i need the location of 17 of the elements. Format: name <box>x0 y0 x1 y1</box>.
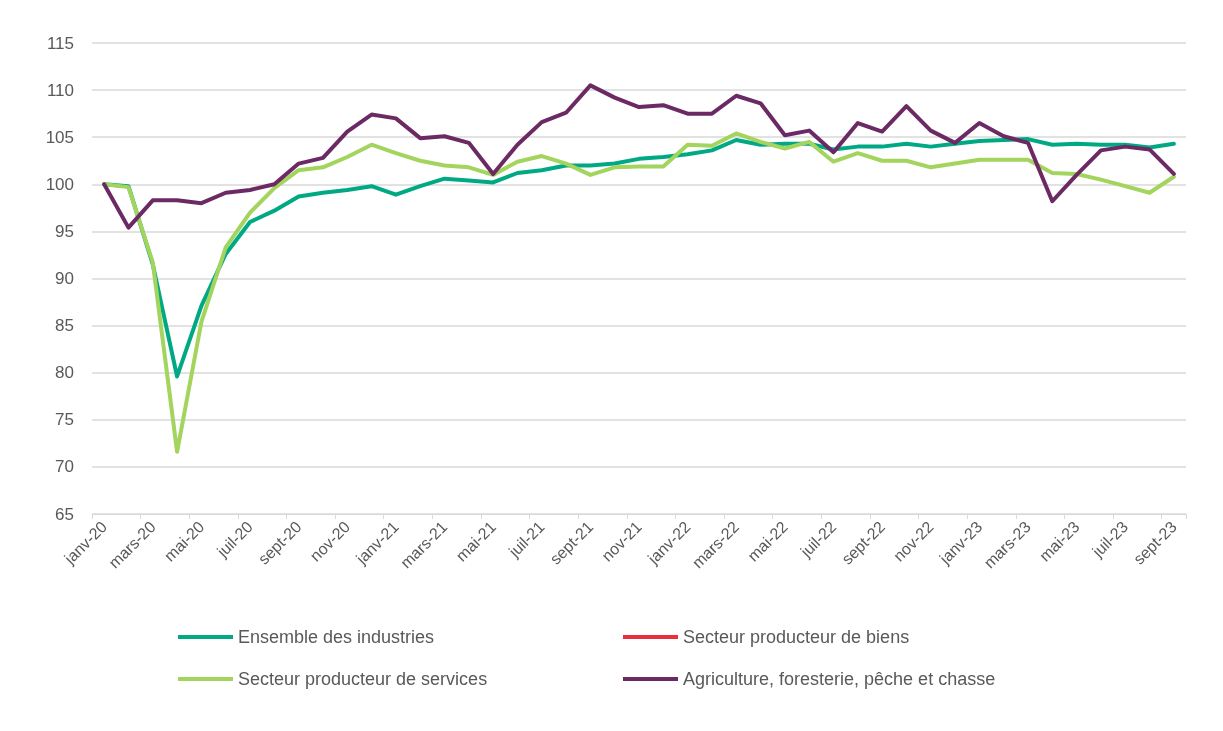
legend-label: Secteur producteur de biens <box>683 627 910 647</box>
y-tick-label: 65 <box>55 504 74 524</box>
y-tick-label: 80 <box>55 363 74 383</box>
y-tick-label: 110 <box>46 80 74 100</box>
legend-label: Secteur producteur de services <box>238 669 488 689</box>
y-tick-label: 100 <box>45 174 74 194</box>
y-tick-label: 75 <box>55 410 74 430</box>
y-tick-label: 105 <box>45 127 74 147</box>
y-tick-label: 85 <box>55 316 74 336</box>
y-tick-label: 90 <box>55 269 74 288</box>
legend-label: Agriculture, foresterie, pêche et chasse <box>683 669 996 689</box>
legend-label: Ensemble des industries <box>238 627 435 647</box>
y-tick-label: 95 <box>55 221 74 241</box>
line-series <box>102 83 1176 230</box>
y-tick-label: 115 <box>46 33 74 53</box>
y-tick-label: 70 <box>55 457 74 477</box>
line-series <box>102 131 1176 454</box>
